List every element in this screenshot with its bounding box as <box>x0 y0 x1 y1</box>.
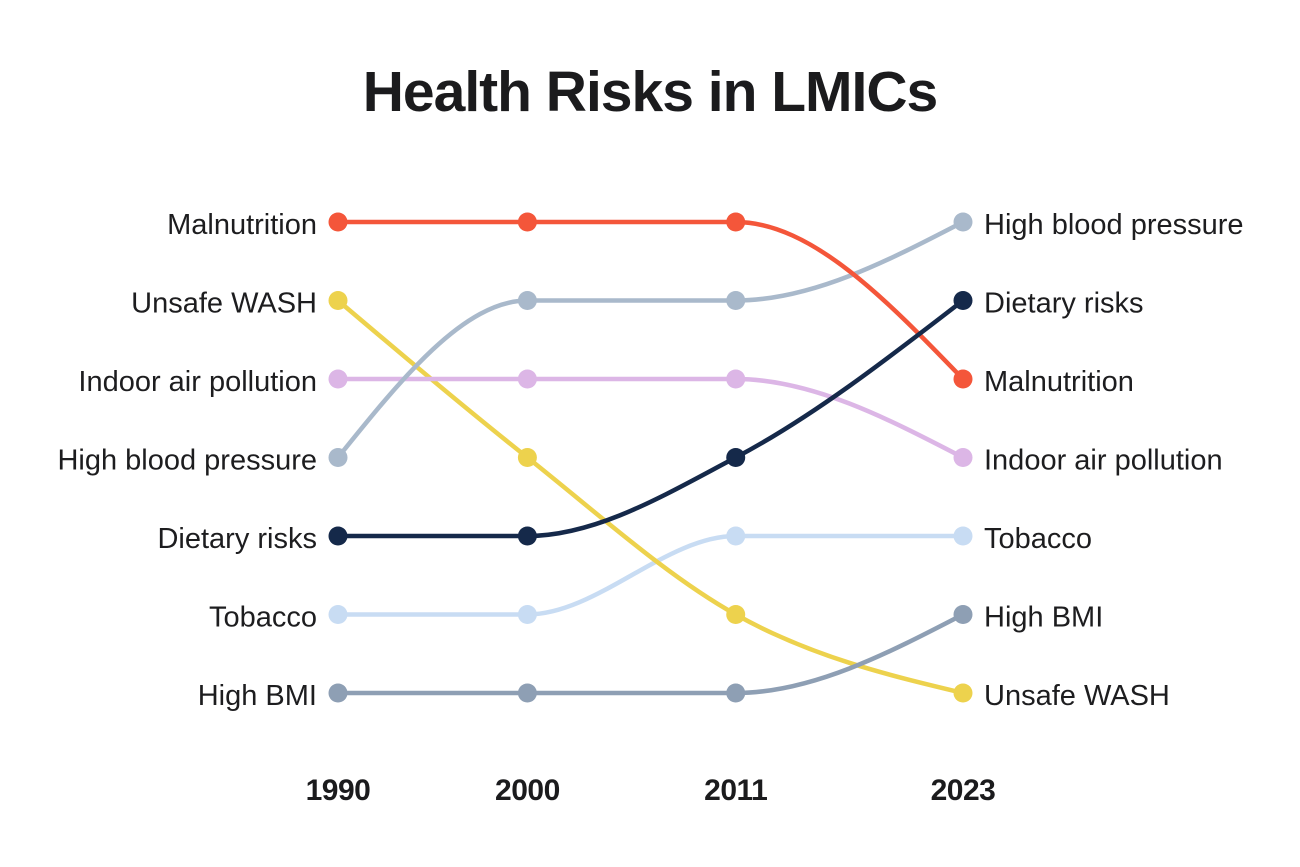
series-label-right-high-blood-pressure: High blood pressure <box>984 209 1244 241</box>
data-point-tobacco-2000 <box>517 605 537 624</box>
data-point-high-bmi-2011 <box>726 683 746 703</box>
series-line-tobacco <box>335 533 966 617</box>
series-label-right-indoor-air-pollution: Indoor air pollution <box>984 445 1223 477</box>
series-label-right-tobacco: Tobacco <box>984 523 1092 555</box>
series-label-left-high-blood-pressure: High blood pressure <box>57 445 317 477</box>
series-indoor-air-pollution <box>328 369 973 467</box>
data-point-dietary-risks-2011 <box>726 448 746 467</box>
data-point-dietary-risks-2000 <box>517 526 537 546</box>
x-axis-label-1990: 1990 <box>306 774 371 807</box>
data-point-unsafe-wash-1990 <box>328 291 348 310</box>
data-point-high-blood-pressure-2011 <box>726 291 746 310</box>
data-point-unsafe-wash-2011 <box>726 605 746 624</box>
chart-series-layer <box>328 212 973 703</box>
series-label-right-high-bmi: High BMI <box>984 602 1103 634</box>
data-point-high-blood-pressure-2023 <box>953 212 973 232</box>
x-axis: 1990 2000 2011 2023 <box>306 774 996 807</box>
series-line-dietary-risks <box>335 298 966 539</box>
x-axis-label-2000: 2000 <box>495 774 560 807</box>
x-axis-label-2023: 2023 <box>931 774 996 807</box>
data-point-tobacco-2023 <box>953 526 973 546</box>
x-axis-label-2011: 2011 <box>704 774 767 807</box>
data-point-malnutrition-2011 <box>726 212 746 232</box>
data-point-unsafe-wash-2023 <box>953 683 973 703</box>
series-line-high-blood-pressure <box>335 219 966 460</box>
data-point-high-blood-pressure-2000 <box>517 291 537 310</box>
series-line-high-bmi <box>335 612 966 696</box>
data-point-malnutrition-1990 <box>328 212 348 232</box>
data-point-tobacco-2011 <box>726 526 746 546</box>
series-label-right-malnutrition: Malnutrition <box>984 366 1134 398</box>
series-line-indoor-air-pollution <box>335 376 966 460</box>
series-dietary-risks <box>328 291 973 546</box>
series-label-left-indoor-air-pollution: Indoor air pollution <box>78 366 317 398</box>
series-label-left-unsafe-wash: Unsafe WASH <box>131 288 317 320</box>
data-point-malnutrition-2000 <box>517 212 537 232</box>
series-unsafe-wash <box>328 291 973 703</box>
series-label-left-high-bmi: High BMI <box>198 680 317 712</box>
series-tobacco <box>328 526 973 624</box>
series-label-right-dietary-risks: Dietary risks <box>984 288 1144 320</box>
data-point-high-blood-pressure-1990 <box>328 448 348 467</box>
data-point-indoor-air-pollution-1990 <box>328 369 348 389</box>
data-point-high-bmi-2023 <box>953 605 973 624</box>
data-point-indoor-air-pollution-2000 <box>517 369 537 389</box>
series-line-unsafe-wash <box>335 298 966 696</box>
series-label-right-unsafe-wash: Unsafe WASH <box>984 680 1170 712</box>
series-malnutrition <box>328 212 973 389</box>
data-point-malnutrition-2023 <box>953 369 973 389</box>
data-point-dietary-risks-2023 <box>953 291 973 310</box>
series-label-left-tobacco: Tobacco <box>209 602 317 634</box>
series-line-malnutrition <box>335 219 966 382</box>
series-high-bmi <box>328 605 973 703</box>
series-high-blood-pressure <box>328 212 973 467</box>
series-label-left-dietary-risks: Dietary risks <box>157 523 317 555</box>
data-point-high-bmi-1990 <box>328 683 348 703</box>
data-point-dietary-risks-1990 <box>328 526 348 546</box>
data-point-indoor-air-pollution-2011 <box>726 369 746 389</box>
data-point-indoor-air-pollution-2023 <box>953 448 973 467</box>
data-point-tobacco-1990 <box>328 605 348 624</box>
chart-title: Health Risks in LMICs <box>363 60 937 124</box>
series-label-left-malnutrition: Malnutrition <box>167 209 317 241</box>
data-point-unsafe-wash-2000 <box>517 448 537 467</box>
data-point-high-bmi-2000 <box>517 683 537 703</box>
chart-endpoint-labels-layer: Malnutrition Malnutrition Unsafe WASH Unsaf… <box>57 209 1243 712</box>
